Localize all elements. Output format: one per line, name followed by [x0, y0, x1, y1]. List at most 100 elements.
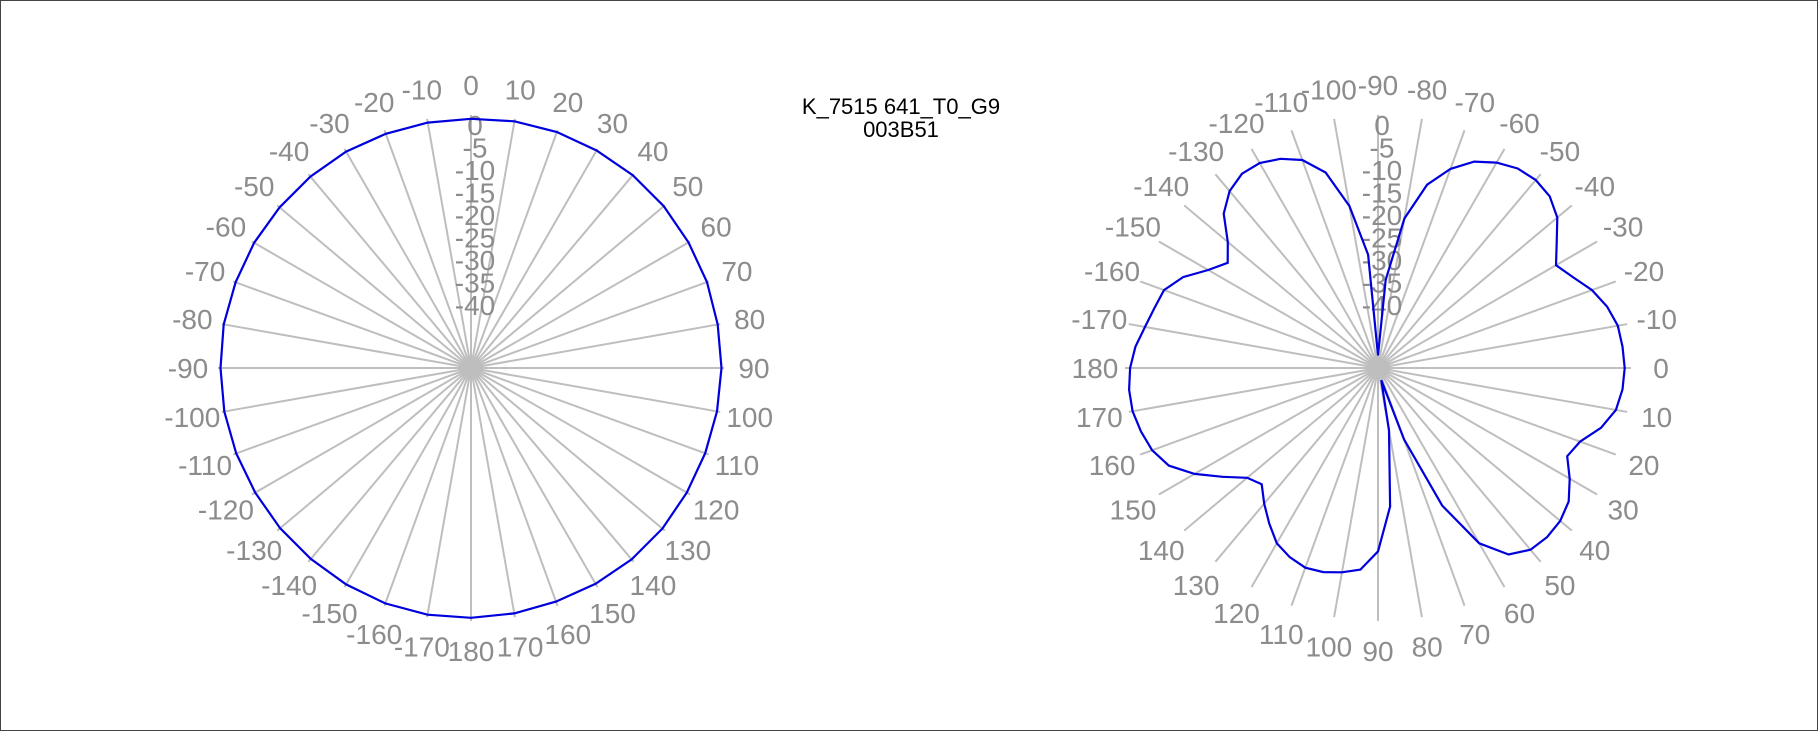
radial-tick-label: -15 [455, 178, 495, 209]
spoke-line [1377, 367, 1598, 496]
spoke-line [470, 367, 691, 496]
angle-tick-label: -20 [1624, 256, 1664, 287]
spoke-line [276, 204, 472, 369]
angle-tick-label: -80 [1407, 74, 1447, 105]
spoke-line [1377, 204, 1573, 369]
angle-tick-label: 140 [630, 570, 677, 601]
spoke-line [1128, 367, 1379, 413]
spoke-line [470, 129, 559, 369]
angle-tick-label: -160 [346, 619, 402, 650]
angle-tick-label: -170 [1071, 304, 1127, 335]
series-line [1127, 157, 1626, 574]
angle-tick-label: 100 [1305, 632, 1352, 663]
angle-tick-label: 20 [1628, 450, 1659, 481]
spoke-line [470, 118, 516, 369]
spoke-line [1377, 148, 1506, 369]
spoke-line [307, 367, 472, 563]
angle-tick-label: 130 [1173, 570, 1220, 601]
spoke-line [1377, 367, 1617, 456]
spoke-line [1183, 367, 1379, 532]
spoke-line [470, 367, 635, 563]
spoke-line [470, 367, 516, 618]
angle-tick-label: 120 [1213, 598, 1260, 629]
spoke-line [1377, 280, 1617, 369]
angle-tick-label: 30 [1608, 495, 1639, 526]
title-line-2: 003B51 [863, 117, 939, 142]
angle-tick-label: -120 [198, 495, 254, 526]
radial-tick-label: 0 [1374, 110, 1390, 141]
angle-tick-label: -50 [234, 171, 274, 202]
spoke-line [232, 280, 472, 369]
radial-tick-label: -5 [1370, 133, 1395, 164]
angle-tick-label: -100 [164, 402, 220, 433]
angle-tick-label: -10 [402, 74, 442, 105]
spoke-line [1250, 367, 1379, 588]
angle-tick-label: 110 [715, 450, 760, 481]
spoke-line [1333, 118, 1379, 369]
angle-tick-label: -40 [269, 136, 309, 167]
angle-tick-label: 150 [1110, 495, 1157, 526]
spoke-line [1377, 367, 1573, 532]
angle-tick-label: -150 [1105, 212, 1161, 243]
spoke-line [1214, 173, 1379, 369]
angle-tick-label: 30 [597, 108, 628, 139]
radial-tick-label: -25 [455, 223, 495, 254]
angle-tick-label: -150 [301, 598, 357, 629]
spoke-line [1128, 323, 1379, 369]
angle-tick-label: 180 [1072, 353, 1119, 384]
angle-tick-label: 110 [1259, 619, 1304, 650]
spoke-line [1377, 118, 1423, 369]
angle-tick-label: 160 [1089, 450, 1136, 481]
angle-tick-label: 60 [701, 212, 732, 243]
radial-tick-label: -40 [455, 290, 495, 321]
angle-tick-label: 170 [1076, 402, 1123, 433]
angle-tick-label: 40 [637, 136, 668, 167]
spoke-line [1377, 367, 1542, 563]
spoke-line [383, 129, 472, 369]
angle-tick-label: 130 [664, 535, 711, 566]
angle-tick-label: 0 [463, 70, 479, 101]
spoke-line [470, 173, 635, 369]
angle-tick-label: 50 [1544, 570, 1575, 601]
spoke-line [276, 367, 472, 532]
radial-tick-label: -10 [1362, 155, 1402, 186]
angle-tick-label: -160 [1084, 256, 1140, 287]
spoke-line [221, 323, 472, 369]
angle-tick-label: 120 [693, 495, 740, 526]
radial-tick-label: -30 [455, 245, 495, 276]
spoke-line [1377, 173, 1542, 369]
angle-tick-label: 50 [672, 171, 703, 202]
angle-tick-label: -70 [185, 256, 225, 287]
spoke-line [1183, 204, 1379, 369]
spoke-line [1333, 367, 1379, 618]
angle-tick-label: -60 [206, 212, 246, 243]
title-line-1: K_7515 641_T0_G9 [801, 94, 1001, 119]
angle-tick-label: 10 [505, 74, 536, 105]
spoke-line [1377, 367, 1506, 588]
angle-tick-label: 140 [1138, 535, 1185, 566]
angle-tick-label: -170 [394, 632, 450, 663]
angle-tick-label: -30 [1603, 212, 1643, 243]
angle-tick-label: -20 [354, 87, 394, 118]
angle-tick-label: 20 [552, 87, 583, 118]
spoke-line [1290, 367, 1379, 607]
angle-tick-label: 100 [726, 402, 773, 433]
spoke-line [470, 367, 599, 588]
spoke-line [470, 367, 710, 456]
radial-tick-label: -35 [1362, 268, 1402, 299]
spoke-line [1139, 280, 1379, 369]
angle-tick-label: 70 [721, 256, 752, 287]
angle-tick-label: 90 [1362, 636, 1393, 667]
radial-tick-label: -20 [455, 200, 495, 231]
angle-tick-label: 0 [1653, 353, 1669, 384]
angle-tick-label: -120 [1208, 108, 1264, 139]
angle-tick-label: -70 [1455, 87, 1495, 118]
spoke-line [1250, 148, 1379, 369]
angle-tick-label: 170 [497, 632, 544, 663]
spoke-line [1377, 323, 1628, 369]
angle-tick-label: 40 [1579, 535, 1610, 566]
spoke-line [251, 240, 472, 369]
spoke-line [221, 367, 472, 413]
angle-tick-label: 10 [1641, 402, 1672, 433]
